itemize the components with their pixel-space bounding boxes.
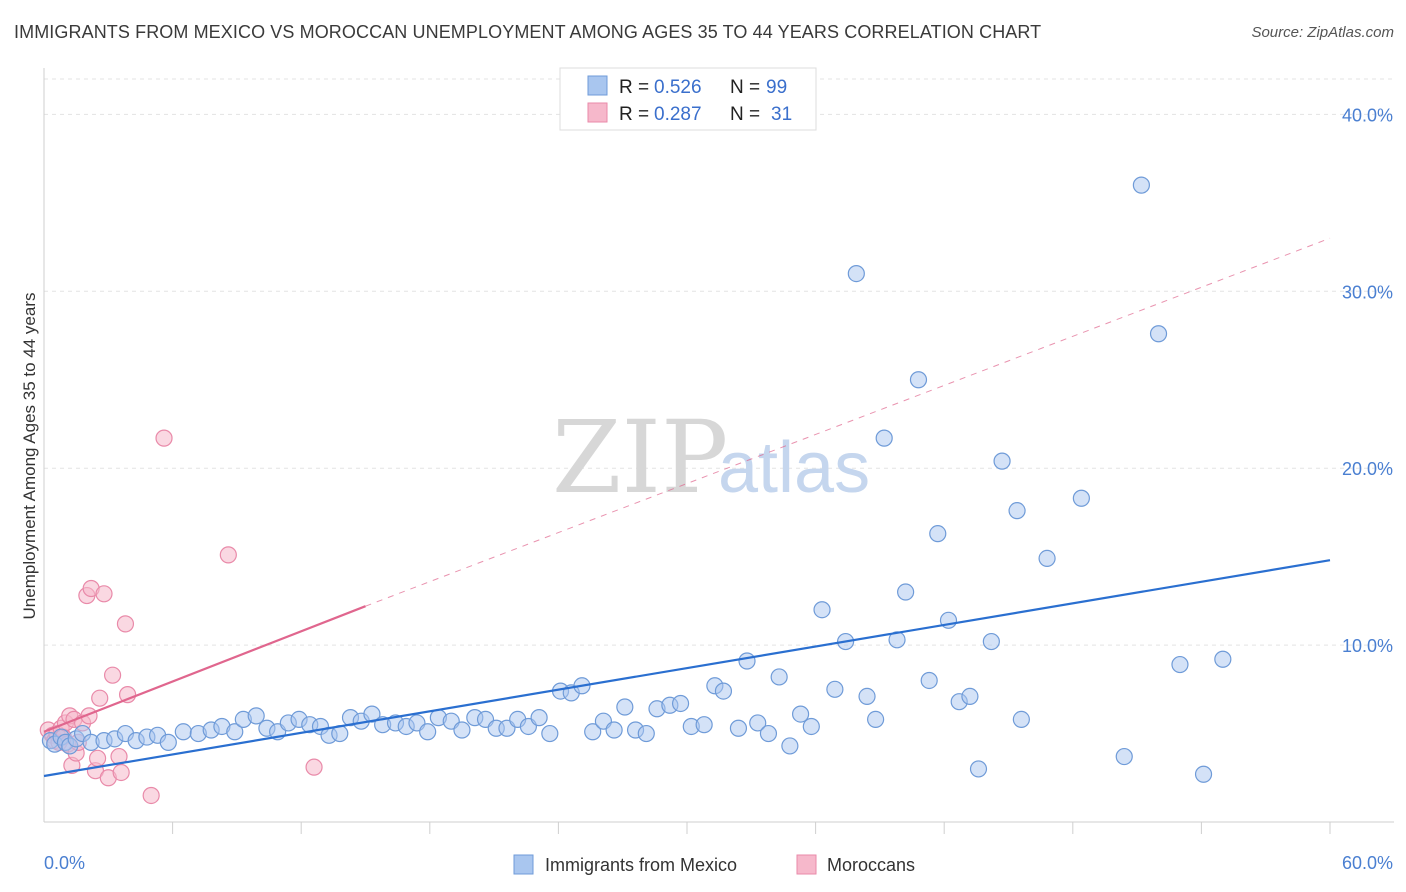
mexico-point	[961, 687, 979, 705]
mexico-point	[1038, 549, 1056, 568]
mexico-trend-line	[43, 559, 1331, 778]
series-legend: Immigrants from Mexico Moroccans	[513, 854, 915, 875]
legend-r-value-mexico: 0.526	[654, 77, 702, 98]
mexico-point	[637, 724, 655, 743]
watermark: ZIP atlas	[552, 399, 870, 516]
moroccans-points	[39, 429, 323, 805]
moroccans-point	[103, 666, 122, 684]
mexico-point	[920, 671, 938, 690]
mexico-point	[969, 760, 988, 778]
x-tick-label: 60.0%	[1342, 853, 1393, 873]
x-tick-label: 0.0%	[44, 853, 85, 873]
mexico-point	[1171, 655, 1189, 674]
bottom-legend-label-moroccans: Moroccans	[827, 855, 915, 875]
mexico-points	[41, 176, 1232, 783]
legend-n-label-moroccans: N =	[730, 104, 760, 125]
mexico-point	[749, 714, 767, 732]
bottom-legend-swatch-moroccans	[796, 854, 817, 875]
mexico-point	[605, 721, 623, 739]
trend-lines	[43, 237, 1331, 778]
moroccans-trend-line	[43, 605, 366, 733]
y-tick-label: 30.0%	[1342, 282, 1393, 302]
mexico-point	[226, 723, 244, 741]
mexico-point	[584, 723, 602, 741]
chart-title: IMMIGRANTS FROM MEXICO VS MOROCCAN UNEMP…	[14, 22, 1042, 42]
legend-n-value-moroccans: 31	[771, 104, 792, 125]
mexico-point	[802, 717, 820, 736]
mexico-point	[1194, 765, 1213, 783]
moroccans-point	[95, 585, 113, 603]
mexico-point	[671, 694, 690, 713]
mexico-point	[1012, 710, 1030, 728]
mexico-point	[419, 723, 437, 741]
mexico-point	[858, 687, 876, 705]
mexico-point	[695, 716, 713, 734]
y-tick-label: 20.0%	[1342, 459, 1393, 479]
legend-r-value-moroccans: 0.287	[654, 104, 702, 125]
mexico-point	[541, 724, 559, 743]
mexico-point	[909, 371, 928, 389]
moroccans-point	[116, 615, 135, 633]
correlation-legend: R = 0.526 N = 99 R = 0.287 N = 31	[559, 67, 817, 131]
mexico-point	[714, 682, 733, 700]
grid-lines	[44, 78, 1394, 646]
legend-r-label-moroccans: R =	[619, 104, 649, 125]
watermark-atlas: atlas	[718, 428, 870, 508]
x-tick-labels: 0.0% 60.0%	[44, 853, 1393, 873]
mexico-point	[363, 705, 381, 723]
legend-swatch-moroccans	[587, 102, 608, 123]
mexico-point	[738, 652, 756, 670]
mexico-point	[174, 723, 192, 741]
mexico-point	[813, 601, 831, 619]
source-label: Source: ZipAtlas.com	[1251, 24, 1394, 41]
mexico-point	[770, 668, 788, 686]
mexico-point	[616, 698, 634, 716]
legend-n-value-mexico: 99	[766, 77, 787, 98]
mexico-point	[1214, 650, 1232, 668]
bottom-legend-swatch-mexico	[513, 854, 534, 875]
bottom-legend-label-mexico: Immigrants from Mexico	[545, 855, 737, 875]
mexico-point	[1132, 176, 1150, 194]
mexico-point	[530, 709, 548, 727]
moroccans-point	[155, 429, 173, 447]
mexico-point	[159, 733, 177, 751]
y-axis-label: Unemployment Among Ages 35 to 44 years	[20, 293, 39, 620]
legend-swatch-mexico	[587, 75, 608, 96]
watermark-zip: ZIP	[552, 399, 728, 516]
legend-r-label-mexico: R =	[619, 77, 649, 98]
mexico-point	[791, 705, 810, 723]
legend-n-label-mexico: N =	[730, 77, 760, 98]
axes	[43, 68, 1394, 834]
mexico-point	[867, 710, 885, 728]
mexico-point	[982, 632, 1000, 651]
moroccans-point	[91, 689, 109, 707]
mexico-point	[1072, 489, 1090, 507]
mexico-point	[993, 452, 1011, 470]
mexico-point	[826, 680, 844, 698]
moroccans-point	[142, 786, 160, 805]
moroccans-trend-extension	[365, 237, 1331, 607]
y-tick-labels: 10.0% 20.0% 30.0% 40.0%	[1342, 105, 1393, 656]
mexico-point	[1149, 325, 1168, 343]
moroccans-point	[88, 749, 107, 767]
moroccans-point	[305, 758, 323, 776]
y-tick-label: 10.0%	[1342, 636, 1393, 656]
mexico-point	[875, 429, 893, 447]
mexico-point	[759, 724, 778, 743]
moroccans-point	[219, 546, 237, 564]
y-tick-label: 40.0%	[1342, 105, 1393, 125]
mexico-point	[929, 525, 947, 543]
moroccans-point	[112, 763, 130, 782]
mexico-point	[1008, 502, 1026, 520]
mexico-point	[781, 737, 799, 755]
mexico-point	[897, 583, 915, 601]
mexico-point	[247, 707, 265, 725]
mexico-point	[453, 721, 471, 739]
mexico-point	[1115, 747, 1133, 766]
mexico-point	[847, 264, 865, 283]
mexico-point	[729, 719, 748, 737]
